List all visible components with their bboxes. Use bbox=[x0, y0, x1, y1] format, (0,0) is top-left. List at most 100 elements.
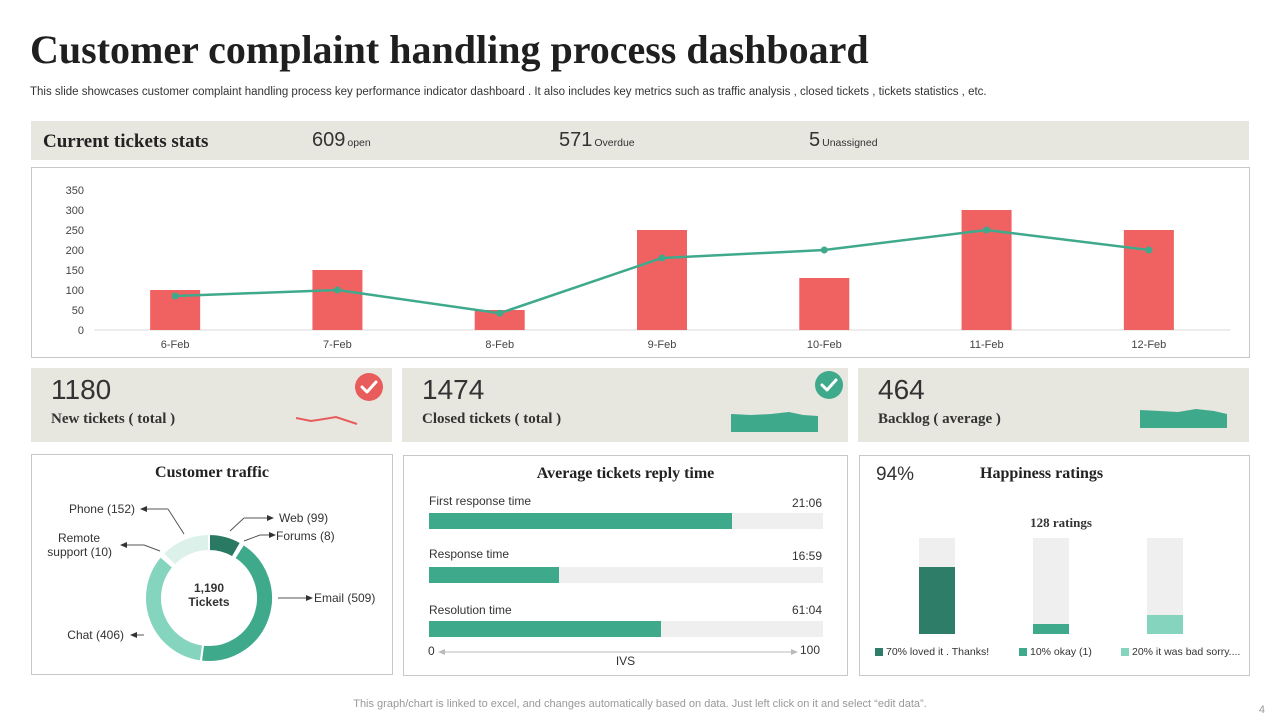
line-point-12-Feb[interactable] bbox=[1145, 246, 1153, 254]
happiness-legend-loved-text: 70% loved it . Thanks! bbox=[886, 646, 990, 658]
stat-overdue-unit: Overdue bbox=[594, 137, 635, 149]
reply-row-first-value: 21:06 bbox=[791, 496, 822, 510]
y-tick-label: 250 bbox=[66, 225, 84, 237]
line-point-11-Feb[interactable] bbox=[983, 226, 991, 234]
bar-10-Feb[interactable] bbox=[799, 278, 850, 330]
x-tick-label: 12-Feb bbox=[1131, 339, 1166, 351]
kpi-new-tickets[interactable]: 1180 New tickets ( total ) bbox=[31, 368, 392, 442]
backlog-sparkline bbox=[1140, 409, 1227, 428]
y-tick-label: 100 bbox=[66, 285, 84, 297]
x-tick-label: 10-Feb bbox=[807, 339, 842, 351]
reply-row-resolution-label: Resolution time bbox=[429, 603, 512, 617]
x-tick-label: 6-Feb bbox=[161, 339, 190, 351]
stat-open: 609 open bbox=[312, 129, 371, 152]
check-circle-icon bbox=[815, 371, 843, 399]
page-number: 4 bbox=[1258, 704, 1265, 716]
traffic-label-remote-line2: support (10) bbox=[47, 545, 112, 559]
stat-unassigned: 5 Unassigned bbox=[809, 129, 878, 152]
reply-row-response-label: Response time bbox=[429, 547, 510, 561]
kpi-closed-tickets-value: 1474 bbox=[422, 374, 485, 405]
closed-tickets-sparkline bbox=[731, 412, 818, 432]
kpi-backlog[interactable]: 464 Backlog ( average ) bbox=[858, 368, 1249, 442]
happiness-legend-okay-text: 10% okay (1) bbox=[1030, 646, 1092, 658]
happiness-bar-bad bbox=[1147, 538, 1183, 634]
reply-row-resolution-track bbox=[429, 621, 823, 637]
page-subtitle: This slide showcases customer complaint … bbox=[30, 86, 987, 98]
donut-center-label: Tickets bbox=[188, 595, 229, 609]
tickets-chart-card[interactable]: 0 50 100 150 200 250 300 350 6-Feb 7-Feb 8-Feb 9-Fe… bbox=[31, 167, 1250, 358]
kpi-new-tickets-label: New tickets ( total ) bbox=[51, 411, 176, 427]
stat-overdue: 571 Overdue bbox=[559, 129, 635, 152]
current-stats-label: Current tickets stats bbox=[43, 131, 209, 152]
traffic-label-phone: Phone (152) bbox=[69, 502, 135, 516]
happiness-legend-okay: 10% okay (1) bbox=[1019, 646, 1092, 658]
traffic-label-remote-line1: Remote bbox=[58, 531, 100, 545]
line-point-6-Feb[interactable] bbox=[171, 292, 179, 300]
line-point-10-Feb[interactable] bbox=[820, 246, 828, 254]
x-tick-label: 7-Feb bbox=[323, 339, 352, 351]
reply-axis-arrow bbox=[438, 649, 798, 655]
line-point-8-Feb[interactable] bbox=[496, 309, 504, 317]
current-stats-bar: Current tickets stats 609 open 571 Overdue… bbox=[31, 121, 1249, 160]
y-tick-label: 350 bbox=[66, 185, 84, 197]
legend-swatch bbox=[1121, 648, 1129, 657]
reply-axis-label: IVS bbox=[615, 654, 636, 668]
x-tick-label: 11-Feb bbox=[970, 339, 1004, 351]
traffic-label-forums: Forums (8) bbox=[276, 529, 335, 543]
x-tick-label: 8-Feb bbox=[485, 339, 514, 351]
check-circle-icon bbox=[355, 373, 383, 401]
customer-traffic-card[interactable]: Customer traffic 1,190 Tickets Phone (15… bbox=[31, 454, 393, 675]
reply-row-first-track bbox=[429, 513, 823, 529]
kpi-new-tickets-value: 1180 bbox=[51, 374, 112, 405]
y-tick-label: 200 bbox=[66, 245, 84, 257]
reply-row-first-label: First response time bbox=[429, 494, 532, 508]
kpi-closed-tickets-label: Closed tickets ( total ) bbox=[422, 411, 562, 427]
bar-12-Feb[interactable] bbox=[1123, 230, 1174, 330]
tickets-combo-chart[interactable]: 0 50 100 150 200 250 300 350 6-Feb 7-Feb 8-Feb 9-Fe… bbox=[32, 168, 1249, 357]
customer-traffic-title: Customer traffic bbox=[155, 464, 269, 481]
donut-center-value: 1,190 bbox=[194, 581, 224, 595]
kpi-closed-tickets[interactable]: 1474 Closed tickets ( total ) bbox=[402, 368, 848, 442]
y-tick-label: 0 bbox=[78, 325, 84, 337]
happiness-legend-bad: 20% it was bad sorry.... bbox=[1121, 646, 1249, 658]
traffic-label-email: Email (509) bbox=[314, 591, 375, 605]
happiness-bar-loved-fill bbox=[919, 566, 955, 634]
happiness-bar-okay-fill bbox=[1033, 624, 1069, 634]
reply-axis-max: 100 bbox=[800, 643, 821, 657]
reply-row-first-fill bbox=[429, 513, 733, 529]
kpi-backlog-label: Backlog ( average ) bbox=[878, 411, 1001, 427]
reply-time-title: Average tickets reply time bbox=[536, 465, 715, 482]
donut-segment-5[interactable] bbox=[161, 532, 210, 567]
y-tick-label: 150 bbox=[66, 265, 84, 277]
stat-open-value: 609 bbox=[312, 129, 346, 151]
line-point-9-Feb[interactable] bbox=[658, 254, 666, 262]
footer-note: This graph/chart is linked to excel, and… bbox=[353, 698, 927, 710]
reply-row-response-value: 16:59 bbox=[791, 549, 822, 563]
reply-time-card[interactable]: Average tickets reply time First respons… bbox=[403, 455, 848, 676]
happiness-legend-loved: 70% loved it . Thanks! bbox=[875, 646, 989, 658]
happiness-card[interactable]: 94% Happiness ratings 128 ratings 70% lo… bbox=[859, 455, 1250, 676]
bar-8-Feb[interactable] bbox=[474, 310, 525, 330]
happiness-bar-bad-fill bbox=[1147, 614, 1183, 634]
line-point-7-Feb[interactable] bbox=[333, 286, 341, 294]
happiness-title: Happiness ratings bbox=[980, 465, 1104, 482]
bar-9-Feb[interactable] bbox=[637, 230, 687, 330]
new-tickets-sparkline bbox=[296, 415, 358, 425]
bar-7-Feb[interactable] bbox=[312, 270, 363, 330]
happiness-bar-okay bbox=[1033, 538, 1069, 634]
reply-axis-min: 0 bbox=[428, 644, 435, 658]
y-tick-label: 50 bbox=[72, 305, 84, 317]
page-title: Customer complaint handling process dash… bbox=[30, 27, 869, 72]
x-tick-label: 9-Feb bbox=[648, 339, 677, 351]
reply-row-response-track bbox=[429, 567, 823, 583]
traffic-label-web: Web (99) bbox=[279, 511, 328, 525]
stat-unassigned-value: 5 bbox=[809, 129, 821, 151]
y-tick-label: 300 bbox=[66, 205, 84, 217]
stat-open-unit: open bbox=[347, 137, 371, 149]
customer-traffic-donut[interactable]: 1,190 Tickets Phone (152) Remote support… bbox=[32, 455, 392, 674]
happiness-subtitle: 128 ratings bbox=[1030, 515, 1092, 530]
happiness-legend-bad-text: 20% it was bad sorry.... bbox=[1132, 646, 1241, 658]
stat-unassigned-unit: Unassigned bbox=[822, 137, 878, 149]
kpi-backlog-value: 464 bbox=[878, 374, 925, 405]
legend-swatch bbox=[875, 648, 883, 657]
